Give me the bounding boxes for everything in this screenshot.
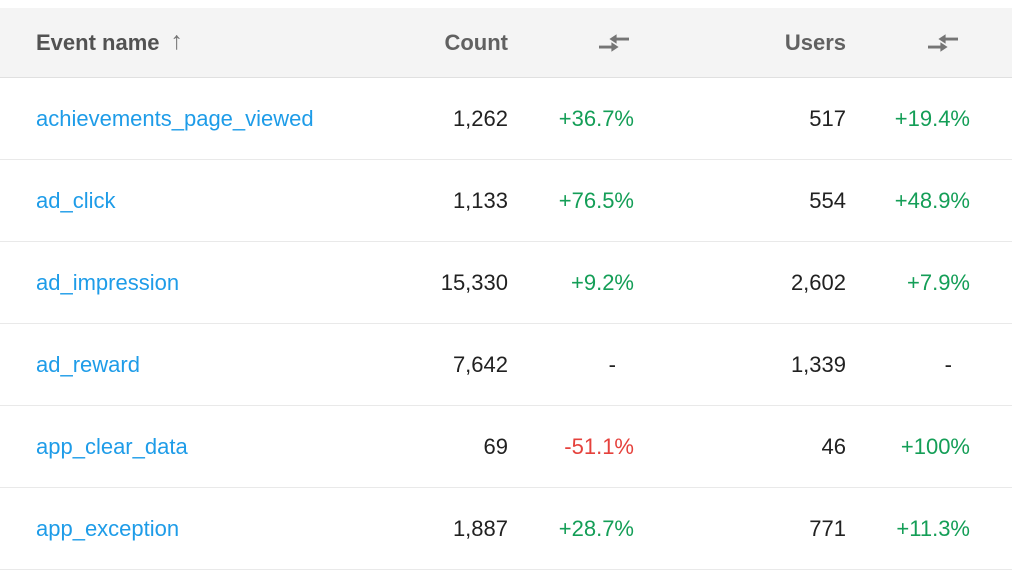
table-body: achievements_page_viewed 1,262 +36.7% 51… [0,78,1012,570]
users-change-value: +7.9% [907,269,970,295]
event-name-link[interactable]: app_exception [36,515,180,541]
table-row: ad_impression 15,330 +9.2% 2,602 +7.9% [0,242,1012,324]
table-row: achievements_page_viewed 1,262 +36.7% 51… [0,78,1012,160]
count-change-value: +9.2% [571,269,634,295]
table-row: app_exception 1,887 +28.7% 771 +11.3% [0,488,1012,570]
table-row: ad_reward 7,642 - 1,339 - [0,324,1012,406]
column-header-event-name[interactable]: Event name ↑ [0,27,380,56]
count-value: 15,330 [440,269,508,295]
users-change-value: +11.3% [896,515,970,541]
table-row: ad_click 1,133 +76.5% 554 +48.9% [0,160,1012,242]
event-name-header-label: Event name [36,29,160,55]
event-name-link[interactable]: ad_impression [36,269,180,295]
count-value: 1,133 [452,187,508,213]
users-value: 517 [809,105,846,131]
column-header-count[interactable]: Count [444,29,508,55]
users-value: 554 [809,187,846,213]
users-change-column-header[interactable] [846,33,970,53]
count-change-column-header[interactable] [508,33,634,53]
users-change-value: +48.9% [894,187,970,213]
compare-arrows-icon [599,33,629,52]
count-change-value: -51.1% [564,433,634,459]
users-value: 2,602 [790,269,846,295]
count-value: 7,642 [452,351,508,377]
count-value: 1,262 [452,105,508,131]
users-change-value: - [944,351,952,377]
count-change-value: - [608,351,616,377]
sort-arrow-up-icon[interactable]: ↑ [170,27,184,55]
users-change-value: +19.4% [894,105,970,131]
compare-arrows-icon [928,33,958,52]
users-value: 46 [821,433,846,459]
users-value: 1,339 [790,351,846,377]
event-name-link[interactable]: achievements_page_viewed [36,105,314,131]
count-value: 1,887 [452,515,508,541]
count-change-value: +28.7% [558,515,634,541]
table-header-row: Event name ↑ Count Users [0,8,1012,78]
event-name-link[interactable]: ad_click [36,187,116,213]
column-header-users[interactable]: Users [784,29,846,55]
count-change-value: +36.7% [558,105,634,131]
count-value: 69 [483,433,508,459]
users-value: 771 [809,515,846,541]
table-row: app_clear_data 69 -51.1% 46 +100% [0,406,1012,488]
count-change-value: +76.5% [558,187,634,213]
event-name-link[interactable]: ad_reward [36,351,140,377]
users-change-value: +100% [900,433,970,459]
event-name-link[interactable]: app_clear_data [36,433,188,459]
